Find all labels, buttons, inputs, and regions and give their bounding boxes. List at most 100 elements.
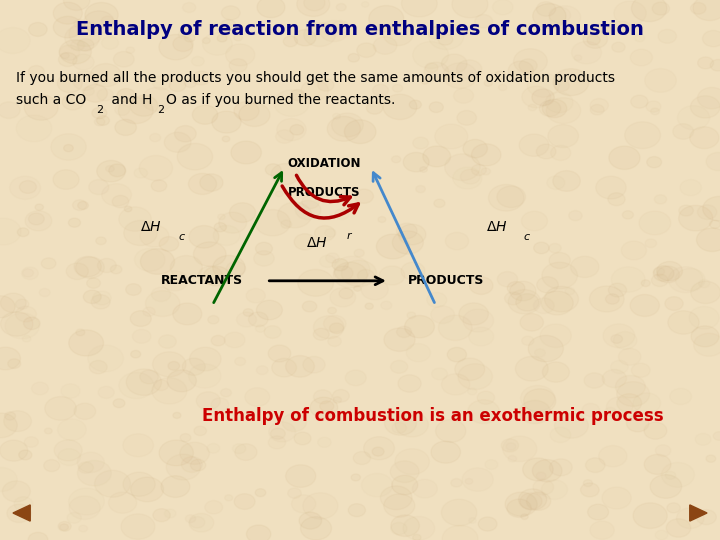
Circle shape xyxy=(520,314,544,331)
Circle shape xyxy=(169,79,186,92)
Circle shape xyxy=(691,326,719,347)
Circle shape xyxy=(222,136,230,142)
Circle shape xyxy=(631,95,648,108)
Circle shape xyxy=(217,35,227,42)
Circle shape xyxy=(463,139,487,158)
Text: $\Delta$H: $\Delta$H xyxy=(306,236,328,250)
Circle shape xyxy=(286,465,316,487)
Circle shape xyxy=(85,3,118,28)
Circle shape xyxy=(488,185,524,211)
Circle shape xyxy=(86,278,100,288)
Text: Enthalpy of combustion is an exothermic process: Enthalpy of combustion is an exothermic … xyxy=(202,407,663,425)
Circle shape xyxy=(391,515,420,536)
Circle shape xyxy=(246,525,271,540)
Circle shape xyxy=(358,269,374,282)
Circle shape xyxy=(690,3,706,14)
Circle shape xyxy=(84,11,114,33)
Circle shape xyxy=(548,125,579,147)
Circle shape xyxy=(444,74,451,79)
Circle shape xyxy=(320,401,334,411)
Circle shape xyxy=(341,260,377,287)
Circle shape xyxy=(19,180,37,193)
Circle shape xyxy=(481,168,490,175)
Circle shape xyxy=(665,296,683,310)
Circle shape xyxy=(271,164,300,185)
Text: $\Delta$H: $\Delta$H xyxy=(140,220,162,234)
Circle shape xyxy=(690,96,720,118)
Circle shape xyxy=(519,59,537,72)
Text: 2: 2 xyxy=(96,105,103,114)
Circle shape xyxy=(294,432,311,445)
Circle shape xyxy=(167,370,197,392)
Circle shape xyxy=(173,413,181,418)
Circle shape xyxy=(519,134,549,157)
Circle shape xyxy=(346,370,366,386)
Circle shape xyxy=(653,266,674,281)
Circle shape xyxy=(332,259,348,271)
Polygon shape xyxy=(690,505,707,521)
Text: r: r xyxy=(347,231,351,241)
Circle shape xyxy=(609,146,640,170)
Circle shape xyxy=(0,102,20,118)
Circle shape xyxy=(63,0,90,10)
Circle shape xyxy=(351,474,361,481)
Circle shape xyxy=(229,59,247,72)
Circle shape xyxy=(234,35,243,41)
Circle shape xyxy=(608,283,626,297)
Circle shape xyxy=(484,80,492,86)
Circle shape xyxy=(505,492,537,516)
Circle shape xyxy=(354,451,371,464)
Circle shape xyxy=(409,100,421,109)
Circle shape xyxy=(266,164,281,176)
Circle shape xyxy=(4,412,16,420)
Circle shape xyxy=(180,434,191,442)
Circle shape xyxy=(159,237,179,251)
Circle shape xyxy=(348,504,366,517)
Circle shape xyxy=(192,71,210,85)
Circle shape xyxy=(68,218,81,227)
FancyArrowPatch shape xyxy=(282,186,359,218)
Circle shape xyxy=(151,180,167,192)
Circle shape xyxy=(84,290,102,303)
Circle shape xyxy=(29,213,44,225)
Circle shape xyxy=(398,375,421,392)
Circle shape xyxy=(580,483,599,497)
Circle shape xyxy=(423,146,451,167)
Circle shape xyxy=(194,426,207,436)
Circle shape xyxy=(256,242,272,255)
Circle shape xyxy=(497,186,526,207)
Circle shape xyxy=(650,475,682,498)
Circle shape xyxy=(703,30,720,47)
Circle shape xyxy=(153,352,186,377)
Circle shape xyxy=(288,488,301,498)
Circle shape xyxy=(521,514,528,519)
Circle shape xyxy=(304,0,325,11)
Circle shape xyxy=(549,253,570,268)
Circle shape xyxy=(286,355,315,377)
Circle shape xyxy=(159,440,194,466)
Circle shape xyxy=(534,242,549,254)
Circle shape xyxy=(584,373,605,388)
Text: O as if you burned the reactants.: O as if you burned the reactants. xyxy=(166,93,396,107)
Circle shape xyxy=(384,494,415,517)
Circle shape xyxy=(248,312,268,327)
Circle shape xyxy=(130,310,151,327)
Text: OXIDATION: OXIDATION xyxy=(287,157,361,170)
Circle shape xyxy=(94,470,130,497)
Circle shape xyxy=(513,49,547,74)
Circle shape xyxy=(478,517,497,531)
Circle shape xyxy=(257,0,285,18)
Circle shape xyxy=(647,157,662,168)
Circle shape xyxy=(73,200,86,211)
Circle shape xyxy=(171,255,202,280)
Circle shape xyxy=(145,291,180,316)
Circle shape xyxy=(401,262,425,280)
Circle shape xyxy=(696,510,716,525)
Circle shape xyxy=(583,30,608,48)
Circle shape xyxy=(469,277,493,294)
Circle shape xyxy=(585,458,605,472)
Circle shape xyxy=(202,38,210,44)
Circle shape xyxy=(58,522,71,531)
Circle shape xyxy=(119,207,151,231)
Circle shape xyxy=(397,223,417,239)
